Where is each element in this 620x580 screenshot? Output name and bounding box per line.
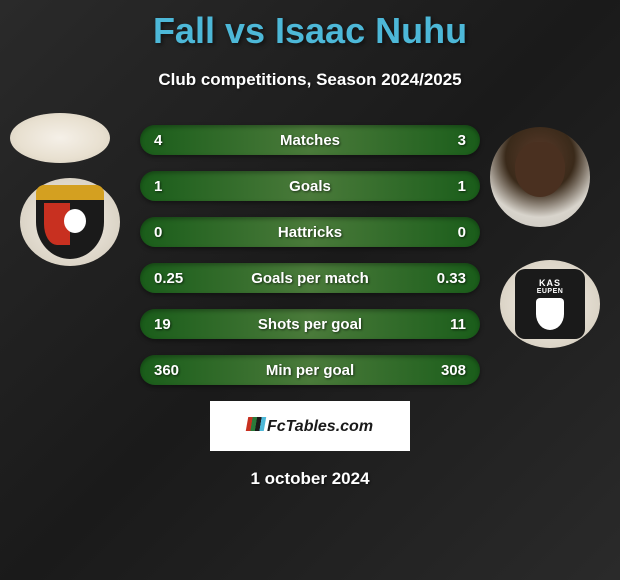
stat-left-value: 4 [154,132,194,149]
stat-right-value: 3 [426,132,466,149]
stat-label: Hattricks [278,224,342,241]
stat-label: Shots per goal [258,316,362,333]
club-right-logo: KAS EUPEN [500,260,600,348]
stat-label: Goals [289,178,331,195]
stat-right-value: 0 [426,224,466,241]
player-right-photo [490,127,590,227]
stat-label: Goals per match [251,270,369,287]
stat-left-value: 0.25 [154,270,194,287]
stat-label: Matches [280,132,340,149]
player-left-photo [10,113,110,163]
stat-left-value: 360 [154,362,194,379]
comparison-subtitle: Club competitions, Season 2024/2025 [0,70,620,90]
stat-left-value: 19 [154,316,194,333]
footer-attribution[interactable]: FcTables.com [210,401,410,451]
stat-right-value: 1 [426,178,466,195]
club-right-badge-icon: KAS EUPEN [515,269,585,339]
club-right-text-line1: KAS [539,278,561,288]
stat-right-value: 308 [426,362,466,379]
comparison-title: Fall vs Isaac Nuhu [0,0,620,52]
stat-row: 0.25 Goals per match 0.33 [140,263,480,293]
stat-row: 360 Min per goal 308 [140,355,480,385]
comparison-date: 1 october 2024 [0,469,620,489]
stats-table: 4 Matches 3 1 Goals 1 0 Hattricks 0 0.25… [140,125,480,385]
stat-left-value: 1 [154,178,194,195]
stat-right-value: 11 [426,316,466,333]
stat-row: 0 Hattricks 0 [140,217,480,247]
stat-row: 1 Goals 1 [140,171,480,201]
stat-left-value: 0 [154,224,194,241]
stat-row: 19 Shots per goal 11 [140,309,480,339]
club-left-badge-icon [36,185,104,259]
fctables-logo: FcTables.com [247,417,373,436]
club-left-logo [20,178,120,266]
stat-right-value: 0.33 [426,270,466,287]
stat-label: Min per goal [266,362,354,379]
club-right-text-line2: EUPEN [537,288,564,295]
stat-row: 4 Matches 3 [140,125,480,155]
